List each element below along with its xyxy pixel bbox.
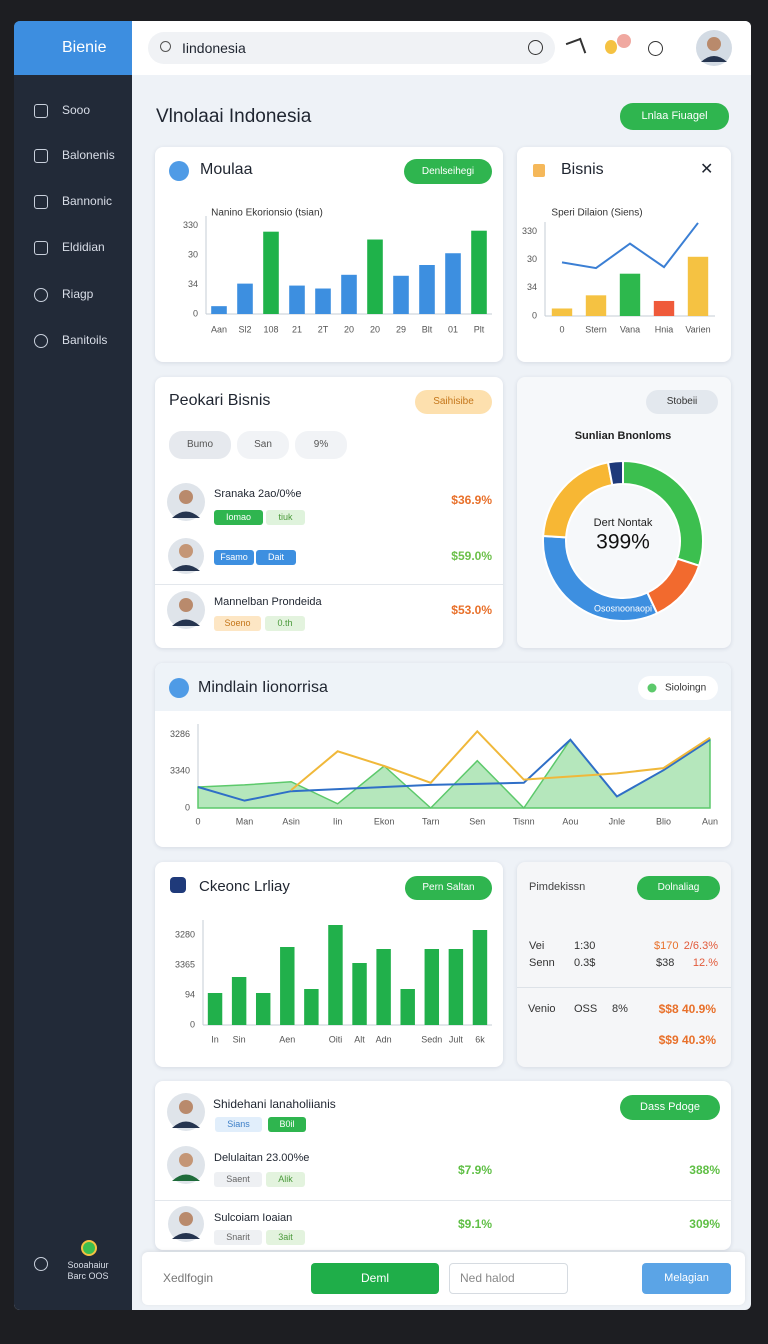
row-value: $36.9% xyxy=(451,493,492,507)
icon[interactable] xyxy=(648,41,663,56)
row-value: $9.1% xyxy=(457,1217,492,1231)
nav-icon xyxy=(34,104,48,118)
card xyxy=(517,147,731,362)
icon[interactable] xyxy=(528,40,543,55)
brand: Bienie xyxy=(62,39,107,56)
card-title: Bisnis xyxy=(561,161,604,178)
sidebar xyxy=(14,21,132,1310)
tag: tiuk xyxy=(266,510,305,525)
row-name: Sranaka 2ao/0%e xyxy=(214,488,302,500)
cell: $$8 40.9% xyxy=(658,1002,716,1016)
primary-button[interactable]: Deml xyxy=(311,1263,439,1294)
tag: Saent xyxy=(214,1172,262,1187)
filter-chip[interactable]: San xyxy=(237,431,289,459)
tag: Sians xyxy=(215,1117,262,1132)
nav-item[interactable]: Banitoils xyxy=(62,333,108,347)
cell: $170 xyxy=(654,940,679,952)
filter-chip[interactable]: Bumo xyxy=(169,431,231,459)
nav-icon xyxy=(34,195,48,209)
row-value: 309% xyxy=(689,1217,720,1231)
filter-chip[interactable]: 9% xyxy=(295,431,347,459)
card-button[interactable]: Dass Pdoge xyxy=(620,1095,720,1120)
card-button[interactable]: Stobeii xyxy=(646,390,718,414)
divider xyxy=(155,1200,731,1201)
card-title: Peokari Bisnis xyxy=(169,392,271,409)
cell: 1:30 xyxy=(574,940,596,952)
header-button[interactable]: Lnlaa Fiuagel xyxy=(620,103,729,130)
search-icon xyxy=(160,41,171,52)
nav-item[interactable]: Eldidian xyxy=(62,240,105,254)
nav-icon xyxy=(34,241,48,255)
nav-item[interactable]: Sooo xyxy=(62,103,91,117)
cell: 8% xyxy=(612,1003,628,1015)
sidebar-footer: Sooahaiur xyxy=(67,1260,109,1270)
footer-label: Xedlfogin xyxy=(163,1271,214,1285)
nav-item[interactable]: Balonenis xyxy=(62,148,115,162)
icon[interactable] xyxy=(605,40,617,54)
divider xyxy=(517,987,731,988)
tag: Snarit xyxy=(214,1230,262,1245)
card-title: Shidehani lanaholiianis xyxy=(213,1097,336,1111)
row-name: Sulcoiam Ioaian xyxy=(214,1212,293,1224)
row-name: Mannelban Prondeida xyxy=(214,596,322,608)
tag: Fsamo xyxy=(214,550,254,565)
row-value: $53.0% xyxy=(451,603,492,617)
page-title: Vlnolaai Indonesia xyxy=(156,106,312,127)
card-title: Ckeonc Lrliay xyxy=(199,878,290,895)
card-title: Mindlain Iionorrisa xyxy=(198,679,328,696)
row-value: $7.9% xyxy=(457,1163,492,1177)
row-value: $59.0% xyxy=(451,549,492,563)
nav-icon xyxy=(34,149,48,163)
nav-icon xyxy=(34,288,48,302)
tag: Soeno xyxy=(214,616,261,631)
nav-item[interactable]: Bannonic xyxy=(62,194,113,208)
cell: Vei xyxy=(529,940,545,952)
card-icon xyxy=(169,678,189,698)
card-icon xyxy=(170,877,186,893)
search-text: Iindonesia xyxy=(182,40,246,56)
status-icon xyxy=(81,1240,97,1256)
nav-icon xyxy=(34,334,48,348)
cell: Senn xyxy=(529,957,555,969)
row-value: 388% xyxy=(689,1163,720,1177)
card xyxy=(155,377,503,648)
action-button[interactable]: Melagian xyxy=(642,1263,731,1294)
card-button[interactable]: Dolnaliag xyxy=(637,876,720,900)
sidebar-footer: Barc OOS xyxy=(67,1271,109,1281)
card-button[interactable]: Denlseihegi xyxy=(404,159,492,184)
cell: Venio xyxy=(528,1003,556,1015)
cell: 2/6.3% xyxy=(683,940,718,952)
card-button[interactable]: Pern Saltan xyxy=(405,876,492,900)
settings-icon[interactable] xyxy=(34,1257,48,1271)
cell: 12.% xyxy=(692,957,718,969)
card-icon xyxy=(169,161,189,181)
nav-item[interactable]: Riagp xyxy=(62,287,94,301)
tag: B0il xyxy=(268,1117,306,1132)
card-header xyxy=(155,663,731,711)
cell: OSS xyxy=(574,1003,598,1015)
card-title: Moulaa xyxy=(200,161,253,178)
cell: 0.3$ xyxy=(574,957,596,969)
card-icon xyxy=(533,164,545,177)
tag: Iomao xyxy=(214,510,263,525)
row-name: Delulaitan 23.00%e xyxy=(214,1152,310,1164)
tag: 3ait xyxy=(266,1230,305,1245)
card-title: Pimdekissn xyxy=(529,881,586,893)
cell: $38 xyxy=(656,957,675,969)
icon[interactable] xyxy=(617,34,631,48)
tag: Dait xyxy=(256,550,296,565)
brand-block[interactable] xyxy=(14,21,132,75)
card xyxy=(517,377,731,648)
close-button[interactable]: ✕ xyxy=(700,161,714,178)
search-box[interactable] xyxy=(148,32,555,64)
badge[interactable]: Saihisibe xyxy=(415,390,492,414)
tag: Alik xyxy=(266,1172,305,1187)
divider xyxy=(155,584,503,585)
text-input[interactable]: Ned halod xyxy=(449,1263,568,1294)
tag: 0.th xyxy=(265,616,305,631)
cell: $$9 40.3% xyxy=(658,1033,716,1047)
